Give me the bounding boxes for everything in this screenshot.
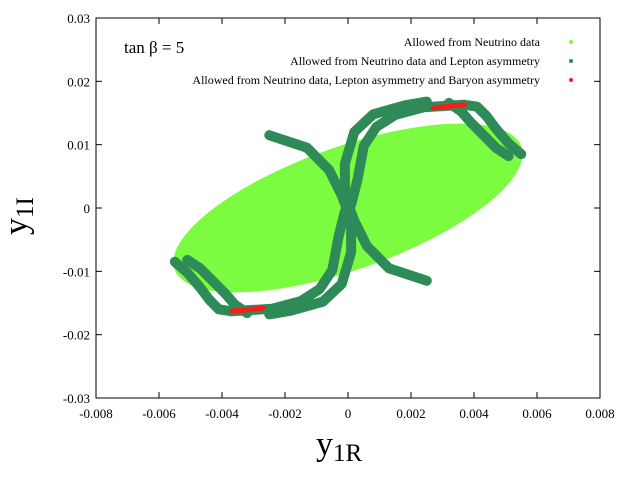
data-layer [169, 96, 527, 320]
legend-entry-label: Allowed from Neutrino data and Lepton as… [290, 54, 540, 68]
lepton-asymmetry-band-7 [182, 254, 253, 319]
lepton-asymmetry-band-4 [459, 99, 527, 160]
x-tick-label: 0.002 [396, 406, 425, 421]
lepton-asymmetry-band-0 [339, 96, 432, 286]
x-tick-label: 0 [345, 406, 352, 421]
y-tick-label: 0 [84, 201, 91, 216]
x-axis-title-main: y [316, 426, 333, 463]
lepton-asymmetry-band-6 [169, 256, 237, 317]
legend-marker [569, 59, 573, 63]
x-tick-label: -0.006 [142, 406, 176, 421]
x-tick-label: -0.004 [205, 406, 239, 421]
y-tick-label: -0.02 [63, 328, 90, 343]
x-tick-label: 0.006 [522, 406, 552, 421]
y-tick-label: 0.02 [67, 74, 90, 89]
y-tick-label: -0.03 [63, 391, 90, 406]
y-tick-label: 0.03 [67, 11, 90, 26]
lepton-asymmetry-band-3 [346, 99, 470, 210]
y-tick-label: 0.01 [67, 138, 90, 153]
x-tick-label: -0.002 [268, 406, 302, 421]
annotation-text: tan β = 5 [124, 38, 184, 57]
y-axis-title-sub: 1I [12, 197, 39, 218]
legend-entry-label: Allowed from Neutrino data [404, 35, 541, 49]
x-tick-label: -0.008 [79, 406, 113, 421]
lepton-asymmetry-band-1 [264, 130, 357, 320]
x-axis-title-sub: 1R [333, 440, 363, 467]
lepton-asymmetry-band-5 [443, 97, 514, 162]
x-tick-label: 0.004 [459, 406, 489, 421]
legend-entry-label: Allowed from Neutrino data, Lepton asymm… [192, 73, 540, 87]
x-axis-title: y1R [316, 426, 363, 467]
baryon-asymmetry-segment-0 [430, 102, 468, 111]
legend-marker [569, 40, 573, 44]
y-axis-title-main: y [0, 218, 35, 235]
y-axis-title: y1I [0, 197, 39, 235]
x-tick-label: 0.008 [585, 406, 614, 421]
legend: Allowed from Neutrino data Allowed from N… [192, 35, 573, 87]
ticks-layer: -0.008 -0.006 -0.004 -0.002 0 0.002 0.004 0.006… [63, 11, 615, 421]
y-tick-label: -0.01 [63, 264, 90, 279]
baryon-asymmetry-segment-1 [228, 305, 266, 314]
legend-marker [569, 78, 573, 82]
lepton-asymmetry-band-2 [226, 206, 350, 317]
